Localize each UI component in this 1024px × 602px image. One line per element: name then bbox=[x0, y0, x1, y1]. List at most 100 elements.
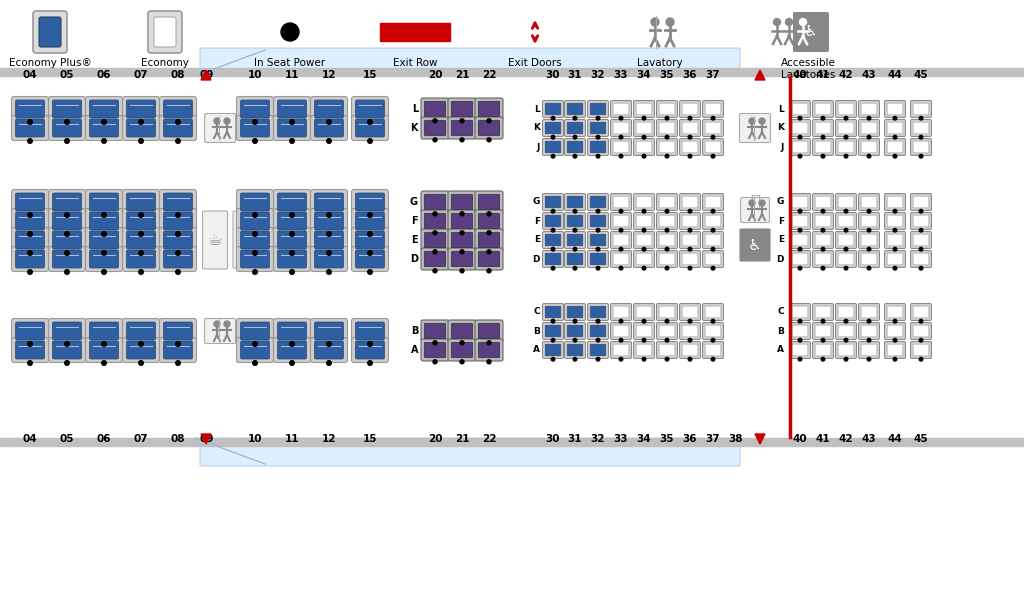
FancyBboxPatch shape bbox=[682, 141, 697, 153]
FancyBboxPatch shape bbox=[310, 96, 347, 122]
Circle shape bbox=[433, 341, 437, 345]
FancyBboxPatch shape bbox=[564, 138, 586, 155]
FancyBboxPatch shape bbox=[659, 344, 675, 356]
FancyBboxPatch shape bbox=[610, 213, 632, 229]
FancyBboxPatch shape bbox=[793, 234, 808, 246]
Circle shape bbox=[920, 135, 923, 139]
Circle shape bbox=[620, 209, 623, 213]
FancyBboxPatch shape bbox=[148, 11, 182, 53]
FancyBboxPatch shape bbox=[659, 141, 675, 153]
FancyBboxPatch shape bbox=[478, 120, 500, 135]
Circle shape bbox=[101, 138, 106, 143]
FancyBboxPatch shape bbox=[836, 250, 856, 267]
FancyBboxPatch shape bbox=[273, 190, 310, 214]
Text: A: A bbox=[777, 346, 784, 355]
FancyBboxPatch shape bbox=[543, 303, 563, 320]
FancyBboxPatch shape bbox=[351, 318, 388, 344]
FancyBboxPatch shape bbox=[164, 193, 193, 211]
FancyBboxPatch shape bbox=[680, 101, 700, 117]
FancyBboxPatch shape bbox=[861, 141, 877, 153]
Circle shape bbox=[551, 338, 555, 342]
FancyBboxPatch shape bbox=[861, 122, 877, 134]
FancyBboxPatch shape bbox=[913, 196, 929, 208]
FancyBboxPatch shape bbox=[858, 138, 880, 155]
FancyBboxPatch shape bbox=[634, 232, 654, 249]
FancyBboxPatch shape bbox=[706, 253, 721, 265]
Circle shape bbox=[573, 247, 577, 251]
FancyBboxPatch shape bbox=[613, 253, 629, 265]
Text: L: L bbox=[778, 105, 784, 114]
Text: 42: 42 bbox=[839, 434, 853, 444]
FancyBboxPatch shape bbox=[123, 246, 160, 272]
Circle shape bbox=[920, 358, 923, 361]
FancyBboxPatch shape bbox=[314, 250, 343, 268]
Circle shape bbox=[176, 361, 180, 365]
Circle shape bbox=[844, 320, 848, 323]
Circle shape bbox=[666, 338, 669, 342]
FancyBboxPatch shape bbox=[237, 318, 273, 344]
Circle shape bbox=[176, 120, 180, 124]
FancyBboxPatch shape bbox=[861, 103, 877, 115]
FancyBboxPatch shape bbox=[913, 234, 929, 246]
Text: 12: 12 bbox=[322, 434, 336, 444]
Circle shape bbox=[551, 116, 555, 120]
Text: K: K bbox=[534, 123, 540, 132]
FancyBboxPatch shape bbox=[680, 193, 700, 211]
FancyBboxPatch shape bbox=[123, 338, 160, 362]
Circle shape bbox=[844, 209, 848, 213]
FancyBboxPatch shape bbox=[421, 320, 449, 342]
FancyBboxPatch shape bbox=[659, 215, 675, 227]
Circle shape bbox=[844, 247, 848, 251]
FancyBboxPatch shape bbox=[478, 194, 500, 209]
FancyBboxPatch shape bbox=[839, 325, 854, 337]
FancyBboxPatch shape bbox=[588, 232, 608, 249]
Circle shape bbox=[821, 135, 824, 139]
Circle shape bbox=[368, 250, 373, 255]
Polygon shape bbox=[201, 434, 211, 444]
FancyBboxPatch shape bbox=[793, 344, 808, 356]
Text: 43: 43 bbox=[861, 70, 877, 80]
FancyBboxPatch shape bbox=[355, 322, 384, 340]
Circle shape bbox=[798, 247, 802, 251]
Circle shape bbox=[844, 135, 848, 139]
FancyBboxPatch shape bbox=[790, 138, 811, 155]
FancyBboxPatch shape bbox=[887, 325, 903, 337]
FancyBboxPatch shape bbox=[564, 213, 586, 229]
Text: 43: 43 bbox=[861, 434, 877, 444]
FancyBboxPatch shape bbox=[545, 306, 561, 318]
Text: 37: 37 bbox=[706, 434, 720, 444]
Circle shape bbox=[596, 247, 600, 251]
FancyBboxPatch shape bbox=[160, 208, 197, 234]
FancyBboxPatch shape bbox=[702, 323, 724, 340]
FancyBboxPatch shape bbox=[478, 213, 500, 229]
FancyBboxPatch shape bbox=[680, 120, 700, 137]
FancyBboxPatch shape bbox=[164, 100, 193, 118]
Circle shape bbox=[28, 250, 33, 255]
FancyBboxPatch shape bbox=[564, 232, 586, 249]
Circle shape bbox=[688, 358, 692, 361]
FancyBboxPatch shape bbox=[52, 100, 82, 118]
FancyBboxPatch shape bbox=[278, 322, 306, 340]
FancyBboxPatch shape bbox=[706, 234, 721, 246]
FancyBboxPatch shape bbox=[910, 120, 932, 137]
FancyBboxPatch shape bbox=[237, 246, 273, 272]
FancyBboxPatch shape bbox=[567, 196, 583, 208]
FancyBboxPatch shape bbox=[861, 196, 877, 208]
Text: 36: 36 bbox=[683, 434, 697, 444]
Text: 08: 08 bbox=[171, 434, 185, 444]
Circle shape bbox=[176, 250, 180, 255]
Circle shape bbox=[573, 209, 577, 213]
FancyBboxPatch shape bbox=[123, 228, 160, 252]
Circle shape bbox=[487, 341, 490, 345]
FancyBboxPatch shape bbox=[913, 325, 929, 337]
Circle shape bbox=[214, 321, 220, 327]
FancyBboxPatch shape bbox=[11, 338, 48, 362]
Text: D: D bbox=[776, 255, 784, 264]
FancyBboxPatch shape bbox=[424, 194, 445, 209]
FancyBboxPatch shape bbox=[273, 228, 310, 252]
FancyBboxPatch shape bbox=[205, 114, 236, 143]
Circle shape bbox=[821, 267, 824, 270]
FancyBboxPatch shape bbox=[590, 122, 606, 134]
FancyBboxPatch shape bbox=[478, 343, 500, 358]
FancyBboxPatch shape bbox=[164, 322, 193, 340]
